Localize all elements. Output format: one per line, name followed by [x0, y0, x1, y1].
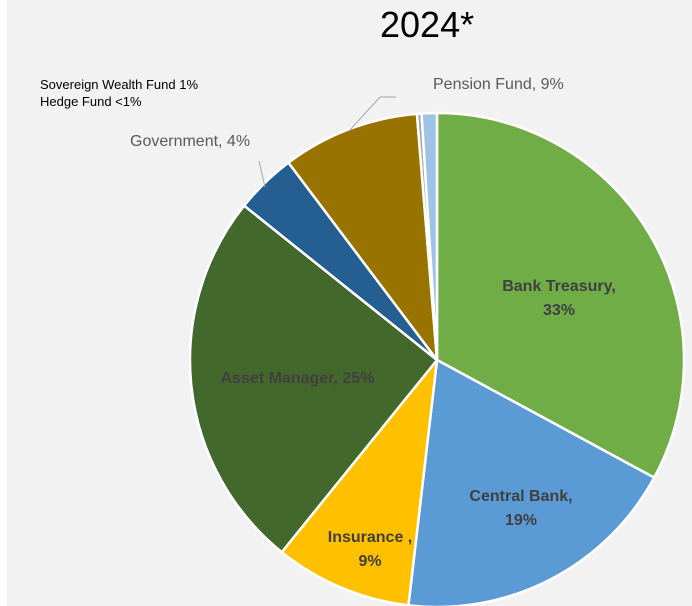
note-hedge-fund: Hedge Fund <1%: [40, 94, 142, 109]
label-bank-treasury-name: Bank Treasury,: [502, 278, 616, 295]
slice-sovereign-wealth-fund: [420, 111, 439, 362]
leader-line-pension-fund: [348, 96, 396, 132]
slice-central-bank: [407, 358, 656, 606]
note-sovereign-wealth-fund: Sovereign Wealth Fund 1%: [40, 77, 199, 92]
slice-pension-fund-brown: [287, 112, 439, 362]
label-pension-fund: Pension Fund, 9%: [433, 76, 564, 93]
label-central-bank: Central Bank, 19%: [446, 485, 596, 533]
label-bank-treasury: Bank Treasury, 33%: [484, 275, 634, 323]
label-central-bank-name: Central Bank,: [469, 488, 573, 505]
label-government: Government, 4%: [130, 133, 251, 150]
leader-line-government: [258, 160, 266, 188]
slice-bank-treasury: [435, 111, 686, 479]
slice-insurance: [280, 358, 439, 606]
chart-title: 2024*: [380, 4, 475, 45]
label-insurance: Insurance , 9%: [310, 526, 430, 574]
label-central-bank-value: 19%: [504, 512, 538, 529]
label-insurance-value: 9%: [358, 553, 382, 570]
label-asset-manager: Asset Manager, 25%: [200, 367, 395, 391]
label-bank-treasury-value: 33%: [542, 302, 576, 319]
slice-asset-manager: [188, 204, 439, 554]
label-insurance-name: Insurance ,: [327, 529, 413, 546]
label-asset-manager-text: Asset Manager, 25%: [220, 370, 375, 387]
